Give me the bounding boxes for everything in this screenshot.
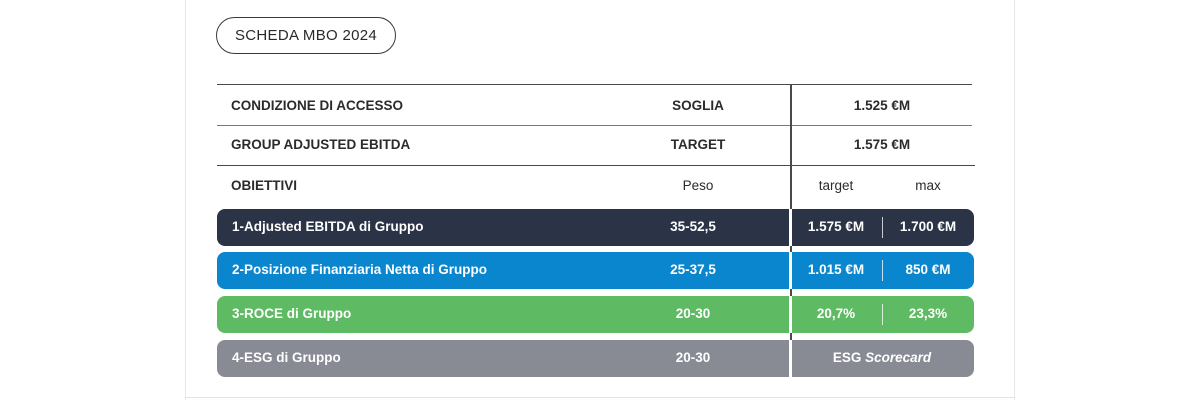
objective-label: 4-ESG di Gruppo: [232, 350, 341, 365]
objective-weight: 20-30: [675, 350, 711, 365]
table-top-rule: [217, 84, 972, 85]
band-gap: [789, 296, 792, 333]
max-column-header: max: [915, 178, 941, 193]
target-max-divider: [882, 260, 883, 281]
objective-target: 1.015 €M: [807, 262, 865, 277]
target-max-divider: [882, 304, 883, 325]
objective-target: 1.575 €M: [807, 219, 865, 234]
objective-weight: 35-52,5: [670, 219, 716, 234]
scorecard-word: Scorecard: [865, 350, 932, 365]
weight-column-header: Peso: [682, 178, 714, 193]
objective-max: 850 €M: [905, 262, 951, 277]
objective-target: 20,7%: [816, 306, 856, 321]
objective-row-esg: 4-ESG di Gruppo 20-30 ESG Scorecard: [217, 340, 974, 377]
right-border-line: [1014, 0, 1015, 400]
objective-weight: 20-30: [675, 306, 711, 321]
objectives-header-label: OBIETTIVI: [231, 178, 298, 193]
objective-max: 1.700 €M: [899, 219, 957, 234]
esg-prefix: ESG: [832, 350, 862, 365]
access-condition-value: 1.525 €M: [853, 98, 911, 113]
objective-label: 3-ROCE di Gruppo: [232, 306, 352, 321]
objective-label: 1-Adjusted EBITDA di Gruppo: [232, 219, 424, 234]
objective-row-posizione-finanziaria: 2-Posizione Finanziaria Netta di Gruppo …: [217, 252, 974, 289]
band-gap: [789, 209, 792, 246]
band-gap: [789, 252, 792, 289]
target-column-header: target: [818, 178, 854, 193]
access-condition-label: CONDIZIONE DI ACCESSO: [231, 98, 404, 113]
bottom-rule: [185, 397, 1015, 398]
objective-label: 2-Posizione Finanziaria Netta di Gruppo: [232, 262, 488, 277]
access-bottom-rule: [217, 165, 975, 166]
band-gap: [789, 340, 792, 377]
access-mid-rule: [217, 125, 972, 126]
group-adjusted-ebitda-type: TARGET: [670, 137, 726, 152]
objective-row-adjusted-ebitda: 1-Adjusted EBITDA di Gruppo 35-52,5 1.57…: [217, 209, 974, 246]
group-adjusted-ebitda-label: GROUP ADJUSTED EBITDA: [231, 137, 411, 152]
objective-row-roce: 3-ROCE di Gruppo 20-30 20,7% 23,3%: [217, 296, 974, 333]
objective-weight: 25-37,5: [670, 262, 716, 277]
target-max-divider: [882, 217, 883, 238]
access-condition-type: SOGLIA: [672, 98, 724, 113]
group-adjusted-ebitda-value: 1.575 €M: [853, 137, 911, 152]
esg-scorecard-value: ESG Scorecard: [833, 350, 931, 366]
objective-max: 23,3%: [908, 306, 948, 321]
scheda-badge: SCHEDA MBO 2024: [216, 17, 396, 54]
left-border-line: [185, 0, 186, 400]
